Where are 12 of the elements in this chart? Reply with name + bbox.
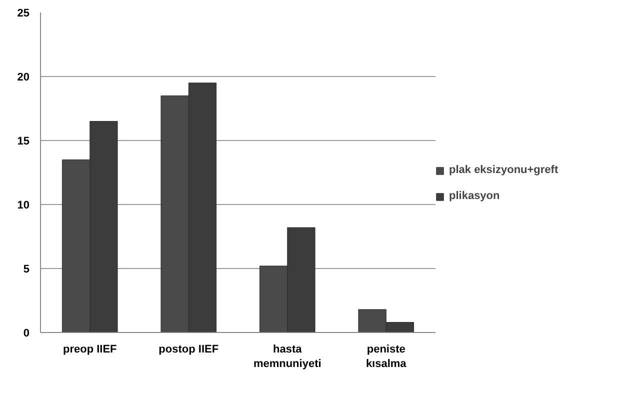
x-tick-label: hasta memnuniyeti bbox=[253, 344, 322, 370]
legend-label: plikasyon bbox=[449, 190, 500, 202]
y-tick-label: 15 bbox=[17, 136, 30, 148]
x-tick-label: postop IIEF bbox=[158, 344, 219, 356]
y-tick-label: 0 bbox=[23, 328, 30, 340]
y-tick-label: 5 bbox=[23, 264, 30, 276]
y-tick-label: 25 bbox=[17, 8, 30, 20]
y-tick-label: 20 bbox=[17, 72, 30, 84]
x-tick-label: preop IIEF bbox=[62, 344, 118, 356]
x-tick-label: peniste kısalma bbox=[366, 344, 408, 370]
y-tick-label: 10 bbox=[17, 200, 30, 212]
legend-label: plak eksizyonu+greft bbox=[449, 164, 558, 176]
